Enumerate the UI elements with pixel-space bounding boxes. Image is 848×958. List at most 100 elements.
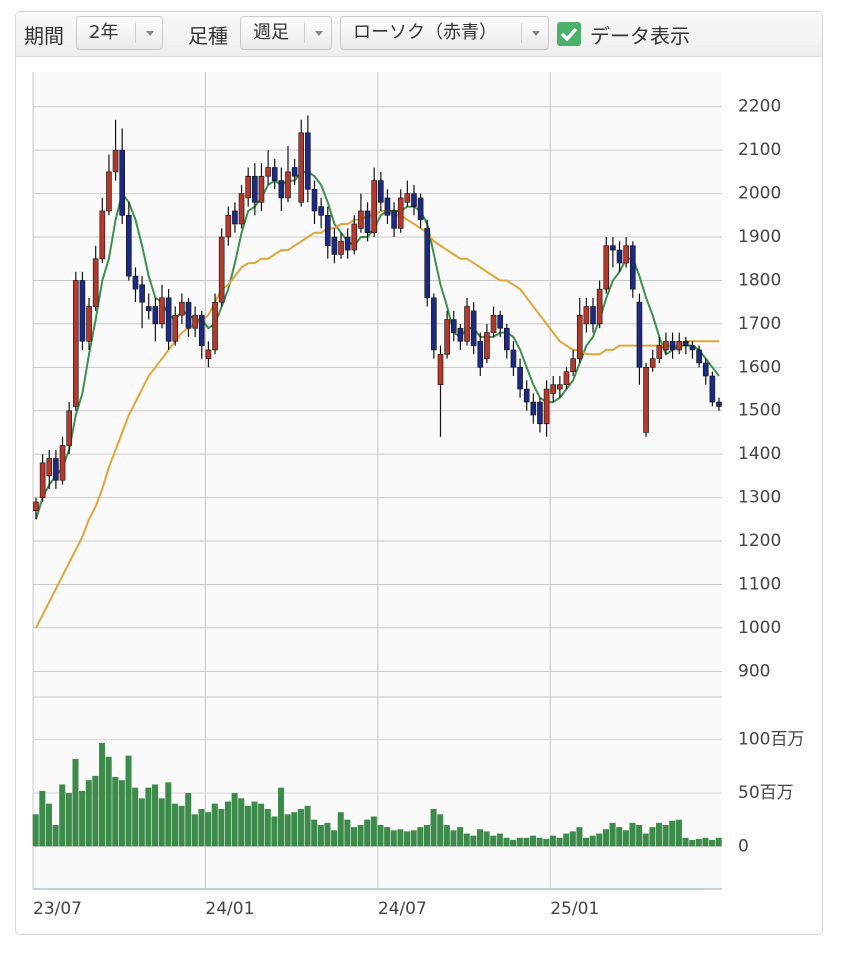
y-tick-label: 1900 xyxy=(738,227,781,247)
candle-body xyxy=(596,288,603,325)
volume-bar xyxy=(158,798,165,847)
volume-bar xyxy=(609,822,616,847)
candle-body xyxy=(696,349,702,364)
candle-body xyxy=(716,401,722,407)
volume-bar xyxy=(211,803,218,847)
candle-body xyxy=(205,349,212,359)
volume-bar xyxy=(98,742,106,847)
candle-body xyxy=(563,371,570,385)
x-tick-label: 25/01 xyxy=(550,899,599,919)
candle-body xyxy=(39,462,46,498)
volume-bar xyxy=(490,835,497,847)
volume-bar xyxy=(443,825,450,847)
candle-body xyxy=(629,245,636,290)
volume-bar xyxy=(297,809,304,847)
style-select[interactable]: ローソク（赤青） xyxy=(340,16,549,50)
candle-body xyxy=(152,306,159,325)
candle-body xyxy=(676,340,683,351)
volume-bar xyxy=(132,787,139,847)
candle-body xyxy=(397,197,404,229)
candle-body xyxy=(603,245,610,290)
volume-bar xyxy=(304,805,311,847)
volume-bar xyxy=(324,822,331,847)
volume-bar xyxy=(636,825,643,847)
candle-body xyxy=(371,180,377,233)
candle-body xyxy=(437,353,444,385)
y-tick-label: 1700 xyxy=(738,314,781,334)
candle-body xyxy=(517,367,523,390)
candle-body xyxy=(557,384,563,390)
show-data-label[interactable]: データ表示 xyxy=(590,24,690,48)
candle-body xyxy=(225,215,232,238)
volume-bar xyxy=(576,827,583,847)
volume-bar xyxy=(496,833,503,847)
volume-bar xyxy=(278,787,285,847)
candle-body xyxy=(139,284,145,303)
candle-body xyxy=(709,375,716,403)
candle-body xyxy=(172,314,179,342)
period-select[interactable]: 2年 xyxy=(76,16,163,50)
candle-body xyxy=(72,280,79,407)
volume-bar xyxy=(715,837,722,847)
candle-body xyxy=(218,236,225,303)
volume-bar xyxy=(689,839,696,847)
volume-bar xyxy=(317,825,324,847)
candle-body xyxy=(358,210,364,229)
candle-body xyxy=(450,319,457,333)
y-tick-label: 2000 xyxy=(738,184,781,204)
volume-bar xyxy=(423,825,430,847)
candle-body xyxy=(179,301,185,316)
volume-bar xyxy=(437,814,444,847)
candle-body xyxy=(66,410,72,446)
y-tick-label: 1000 xyxy=(738,618,781,638)
volume-bar xyxy=(238,798,245,847)
candle-body xyxy=(198,314,205,346)
candle-body xyxy=(291,167,298,177)
candle-body xyxy=(702,362,709,377)
candle-body xyxy=(285,171,291,199)
candle-body xyxy=(431,297,437,351)
show-data-checkbox[interactable] xyxy=(557,22,581,46)
candle-body xyxy=(663,340,669,351)
volume-bar xyxy=(65,793,72,847)
volume-bar xyxy=(596,833,603,847)
candle-body xyxy=(537,401,543,425)
volume-bar xyxy=(563,833,570,847)
candle-body xyxy=(238,193,245,225)
volume-bar xyxy=(656,822,663,847)
interval-select[interactable]: 週足 xyxy=(240,16,332,50)
candle-body xyxy=(245,175,251,199)
y-tick-label: 2200 xyxy=(738,97,781,117)
volume-bar xyxy=(397,829,404,847)
candle-body xyxy=(318,206,324,216)
volume-bar xyxy=(709,839,716,847)
volume-bar xyxy=(258,803,265,847)
volume-bar xyxy=(138,798,145,847)
volume-bar xyxy=(476,829,483,847)
volume-bar xyxy=(503,837,510,847)
candle-body xyxy=(126,215,132,277)
volume-bar xyxy=(370,816,377,847)
candle-body xyxy=(510,349,517,368)
volume-bar xyxy=(350,827,358,847)
candle-body xyxy=(99,210,106,260)
volume-bar xyxy=(112,777,119,847)
volume-bar xyxy=(470,835,477,847)
candle-body xyxy=(411,193,417,207)
volume-bar xyxy=(178,805,185,847)
volume-bar xyxy=(284,814,291,847)
candle-body xyxy=(477,340,484,368)
volume-bar xyxy=(649,827,656,847)
volume-bar xyxy=(231,793,238,847)
candle-body xyxy=(344,236,351,251)
candle-body xyxy=(271,167,278,181)
check-mark xyxy=(560,27,578,42)
volume-bar xyxy=(695,838,702,847)
volume-bar xyxy=(516,837,523,847)
y-tick-label: 1500 xyxy=(738,401,781,421)
candle-body xyxy=(484,332,490,359)
candle-body xyxy=(298,132,305,203)
volume-bar xyxy=(79,790,86,847)
volume-bar xyxy=(344,819,351,847)
volume-bar xyxy=(642,833,649,847)
